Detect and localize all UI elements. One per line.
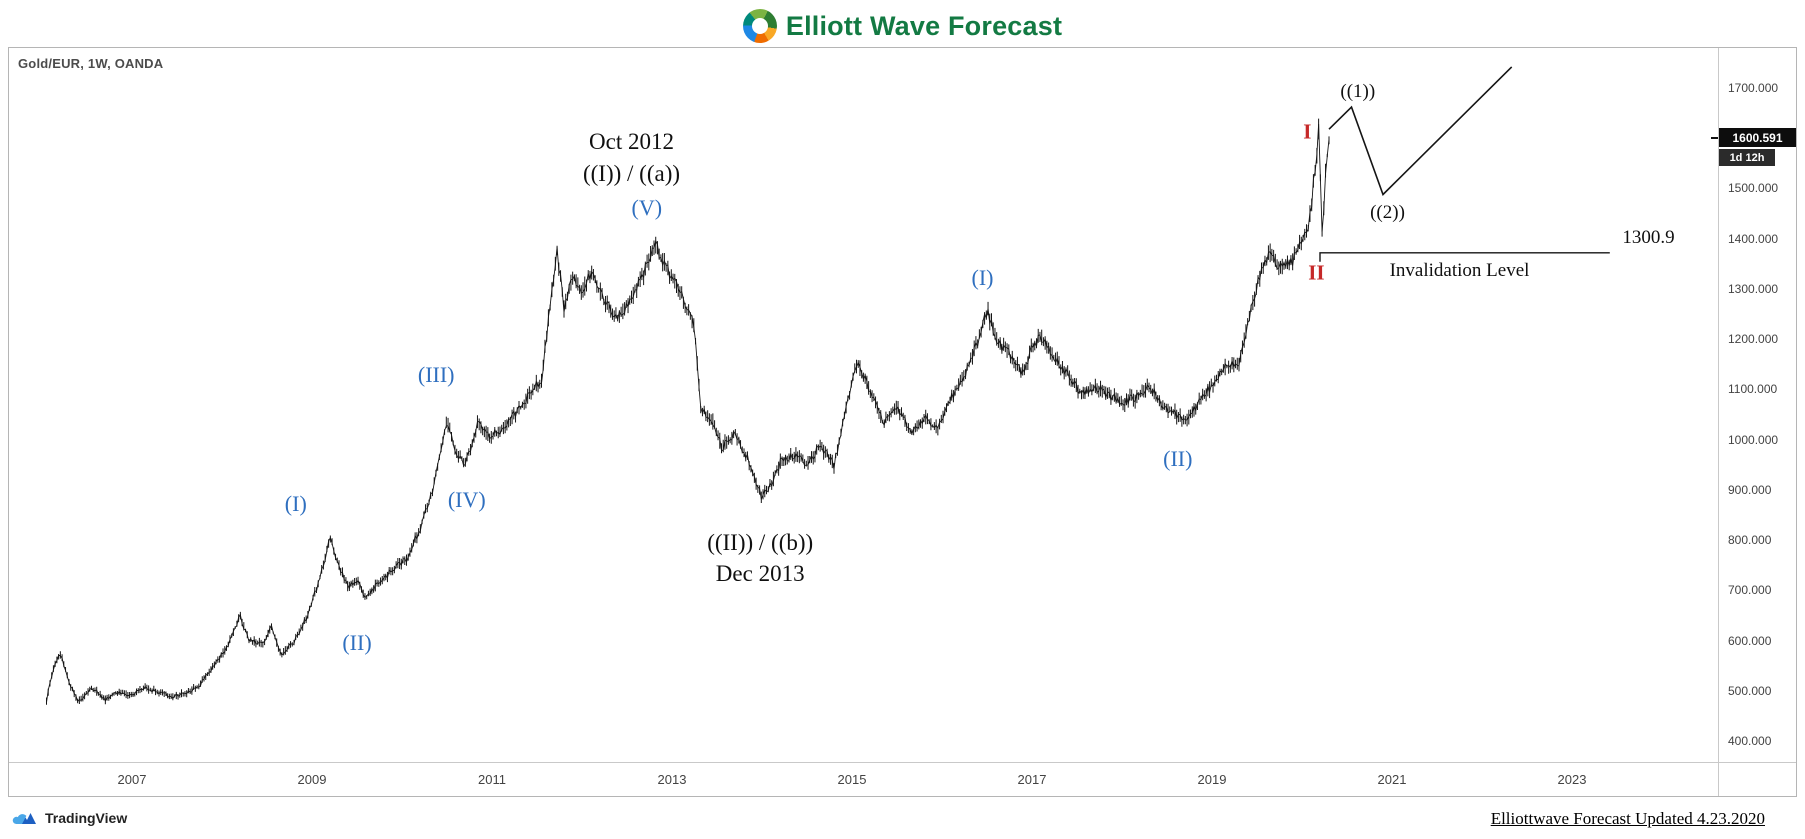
wave-I-red-label: I [1303,119,1312,144]
price-axis-label: 700.000 [1728,583,1772,598]
time-axis-label: 2021 [1377,772,1407,787]
wave-II-cycle1-label: (II) [342,629,372,655]
wave-III-label: (III) [417,362,455,388]
price-axis-label: 1200.000 [1728,332,1779,347]
brand-title: Elliott Wave Forecast [785,10,1063,41]
projection-path [1328,66,1513,196]
price-axis-separator [1718,48,1719,796]
time-axis-label: 2013 [657,772,687,787]
time-axis-label: 2017 [1017,772,1047,787]
wave-II-cycle2-label: (II) [1163,445,1193,471]
tradingview-brand[interactable]: TradingView [12,808,127,828]
last-price-tick [1711,137,1718,139]
time-axis-label: 2011 [478,772,506,787]
projection-wave-2-label: ((2)) [1370,201,1405,223]
elliott-wave-forecast-logo-icon [742,9,777,43]
projection-wave-1-label: ((1)) [1340,81,1376,103]
price-axis-label: 400.000 [1728,733,1772,748]
wave-V-label: (V) [631,194,663,220]
time-axis-label: 2009 [297,772,327,787]
wave-I-cycle2-label: (I) [971,264,994,290]
invalidation-line [1319,252,1610,262]
chart-frame [8,47,1797,797]
note-dec-2013: Dec 2013 [715,561,805,587]
price-axis-label: 1000.000 [1728,432,1779,447]
bar-countdown-badge: 1d 12h [1719,149,1775,166]
wave-I-cycle1-label: (I) [284,490,307,516]
time-axis-separator [9,762,1796,763]
time-axis-label: 2019 [1197,772,1227,787]
price-axis-label: 1400.000 [1728,231,1779,246]
price-axis-label: 1500.000 [1728,181,1779,196]
note-wave-I-a: ((I)) / ((a)) [582,161,681,187]
invalidation-price-label: 1300.9 [1622,226,1675,248]
price-axis-label: 1300.000 [1728,281,1779,296]
price-axis-label: 1700.000 [1728,81,1779,95]
time-axis-label: 2007 [117,772,147,787]
time-axis-label: 2023 [1557,772,1587,787]
time-axis-label: 2015 [837,772,867,787]
price-axis-label: 600.000 [1728,633,1772,648]
tradingview-label: TradingView [45,810,128,826]
last-price-badge: 1600.591 [1719,128,1796,147]
footer: TradingView Elliottwave Forecast Updated… [0,802,1805,839]
time-axis[interactable]: 2007 2009 2011 2013 2015 2017 2019 2021 2023 [8,763,1718,797]
site-header: Elliott Wave Forecast [0,6,1805,46]
price-axis-label: 1100.000 [1728,382,1778,397]
wave-IV-label: (IV) [447,486,486,512]
invalidation-level-label: Invalidation Level [1389,259,1530,281]
wave-II-red-label: II [1308,260,1325,285]
price-series-line [46,123,1330,703]
note-wave-II-b: ((II)) / ((b)) [707,529,814,555]
price-axis-label: 500.000 [1728,683,1772,698]
price-axis-label: 900.000 [1728,482,1772,497]
tradingview-logo-icon [12,813,36,824]
attribution-text: Elliottwave Forecast Updated 4.23.2020 [1490,809,1765,828]
symbol-label[interactable]: Gold/EUR, 1W, OANDA [18,56,164,71]
note-oct-2012: Oct 2012 [589,129,674,155]
price-axis-label: 800.000 [1728,533,1772,548]
